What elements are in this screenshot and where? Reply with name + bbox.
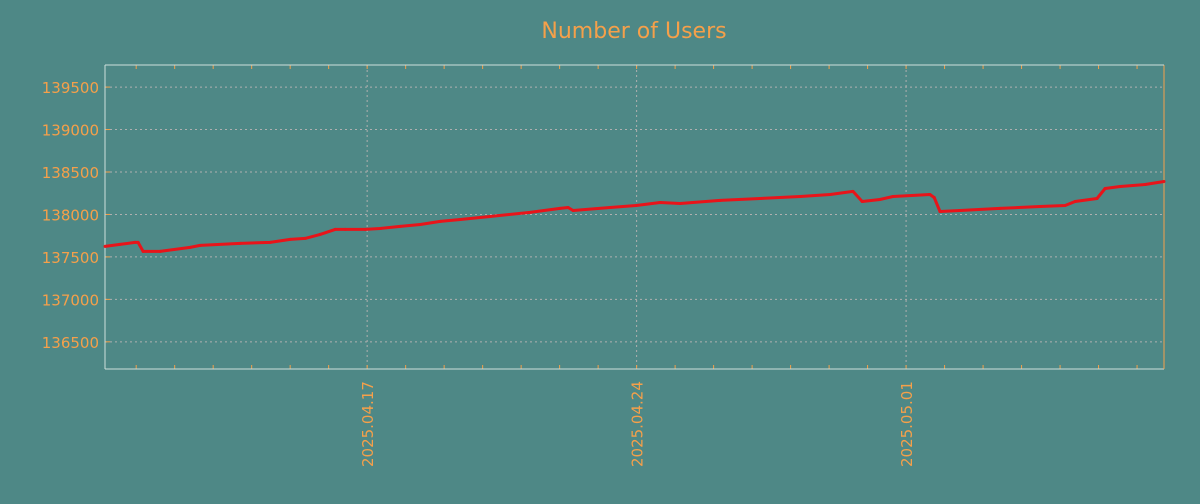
data-point	[1073, 199, 1077, 203]
data-point	[958, 208, 962, 212]
data-point	[141, 249, 145, 253]
y-tick-label: 136500	[42, 334, 99, 352]
data-point	[1162, 180, 1166, 184]
data-point	[1095, 196, 1099, 200]
data-point	[678, 201, 682, 205]
series-layer	[103, 180, 1166, 253]
y-tick-label: 139500	[42, 79, 99, 97]
data-point	[658, 200, 662, 204]
data-point	[438, 219, 442, 223]
data-point	[103, 244, 107, 248]
series-line	[104, 180, 1165, 253]
data-point	[136, 240, 140, 244]
data-point	[758, 196, 762, 200]
data-point	[608, 205, 612, 209]
data-point	[1063, 203, 1067, 207]
y-tick-label: 137000	[42, 291, 99, 309]
y-tick-label: 138500	[42, 164, 99, 182]
y-tick-label: 137500	[42, 249, 99, 267]
data-point	[118, 242, 122, 246]
data-point	[398, 224, 402, 228]
data-point	[363, 227, 367, 231]
chart-title: Number of Users	[541, 19, 726, 44]
data-point	[932, 195, 936, 199]
data-point	[343, 227, 347, 231]
data-point	[634, 203, 638, 207]
data-point	[998, 206, 1002, 210]
data-point	[938, 209, 942, 213]
data-point	[860, 199, 864, 203]
data-point	[238, 241, 242, 245]
data-point	[303, 236, 307, 240]
data-point	[798, 194, 802, 198]
x-tick-label: 2025.05.01	[898, 381, 916, 467]
x-tick-label: 2025.04.24	[629, 381, 647, 467]
x-tick-label: 2025.04.17	[359, 381, 377, 467]
data-point	[891, 194, 895, 198]
data-point	[928, 192, 932, 196]
data-point	[198, 243, 202, 247]
data-point	[333, 227, 337, 231]
data-point	[558, 206, 562, 210]
data-point	[288, 237, 292, 241]
data-point	[851, 189, 855, 193]
data-point	[1038, 204, 1042, 208]
data-point	[828, 192, 832, 196]
data-point	[268, 240, 272, 244]
data-point	[418, 222, 422, 226]
data-point	[1118, 185, 1122, 189]
data-point	[188, 245, 192, 249]
data-point	[158, 249, 162, 253]
y-tick-label: 138000	[42, 206, 99, 224]
grid	[105, 65, 1164, 369]
y-tick-label: 139000	[42, 122, 99, 140]
axes: 136500 137000 137500 138000 138500 139000 1395…	[42, 64, 1165, 467]
data-point	[458, 217, 462, 221]
data-point	[878, 198, 882, 202]
data-point	[378, 226, 382, 230]
data-point	[1143, 182, 1147, 186]
data-point	[566, 205, 570, 209]
data-point	[718, 198, 722, 202]
data-point	[318, 232, 322, 236]
data-point	[1103, 186, 1107, 190]
data-point	[488, 214, 492, 218]
data-point	[528, 210, 532, 214]
data-point	[133, 240, 137, 244]
data-point	[571, 208, 575, 212]
